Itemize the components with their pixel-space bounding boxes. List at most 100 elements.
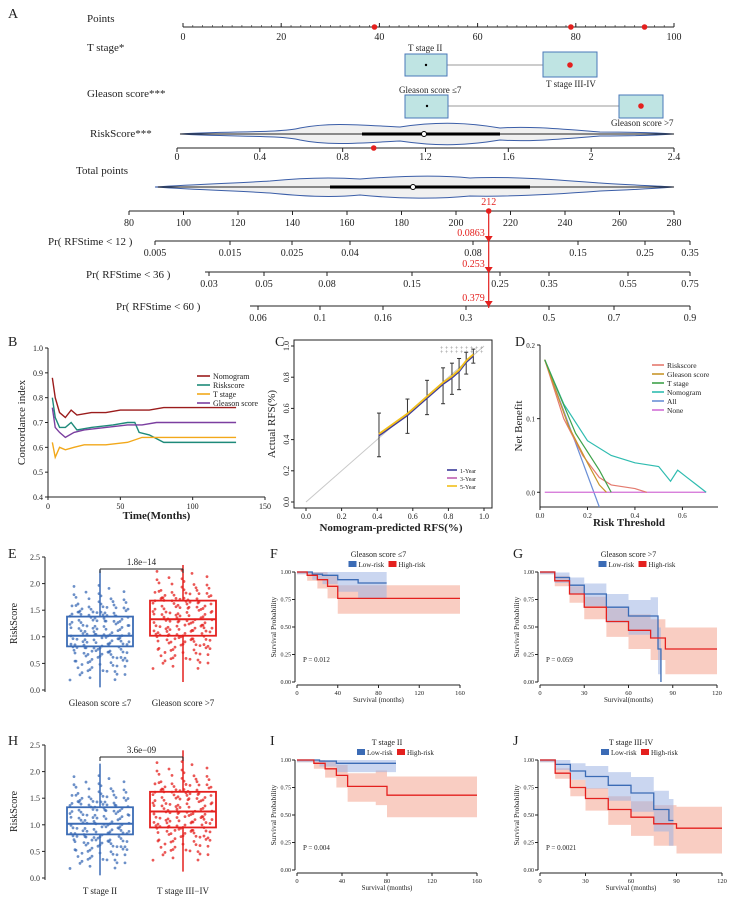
h-jitter-point (151, 858, 155, 862)
pr36-tick-label: 0.05 (255, 279, 273, 290)
h-jitter-point (126, 797, 130, 800)
pr12-arrow (484, 236, 493, 242)
pr60-tick-label: 0.7 (608, 313, 621, 324)
h-group-label: T stage II (83, 886, 117, 896)
h-jitter-point (155, 769, 159, 773)
e-jitter-point (119, 639, 123, 643)
h-jitter-point (102, 814, 106, 818)
f-y-tick-label: 1.00 (281, 570, 292, 576)
e-jitter-point (73, 651, 77, 655)
b-y-tick-label: 1.0 (33, 344, 43, 353)
h-jitter-point (208, 822, 212, 825)
d-series-nomogram (544, 359, 707, 493)
h-jitter-point (205, 774, 209, 778)
h-jitter-point (166, 817, 170, 821)
points-tick-label: 0 (181, 32, 186, 43)
e-jitter-point (177, 627, 181, 631)
g-x-tick-label: 30 (581, 690, 588, 697)
tstage-box-ii-label: T stage II (408, 43, 442, 53)
e-y-tick-label: 2.5 (30, 553, 40, 562)
e-jitter-point (113, 670, 117, 673)
h-jitter-point (124, 799, 128, 802)
h-jitter-point (204, 821, 208, 824)
h-jitter-point (157, 772, 161, 776)
e-jitter-point (187, 622, 191, 626)
c-rug-mark: + (450, 350, 454, 356)
e-jitter-point (175, 624, 179, 628)
h-jitter-point (121, 839, 125, 843)
e-jitter-point (196, 658, 200, 662)
e-jitter-point (94, 649, 98, 653)
pr36-tick-label: 0.75 (681, 279, 699, 290)
e-jitter-point (154, 624, 158, 628)
c-xlabel: Nomogram-predicted RFS(%) (319, 522, 462, 534)
h-jitter-point (185, 794, 189, 797)
e-jitter-point (77, 618, 81, 622)
h-jitter-point (185, 802, 189, 806)
h-jitter-point (91, 800, 95, 803)
h-y-tick-label: 1.0 (30, 821, 40, 830)
e-jitter-point (173, 637, 177, 641)
total-tick-label: 240 (558, 218, 573, 229)
b-y-tick-label: 0.9 (33, 369, 43, 378)
f-y-tick-label: 0.75 (281, 598, 292, 604)
e-jitter-point (72, 648, 76, 652)
e-jitter-point (114, 622, 118, 626)
h-jitter-point (89, 797, 93, 801)
i-x-tick-label: 40 (339, 878, 346, 885)
h-jitter-point (202, 817, 206, 821)
e-jitter-point (202, 626, 206, 630)
e-jitter-point (157, 581, 161, 585)
total-tick-label: 220 (503, 218, 518, 229)
e-jitter-point (90, 649, 94, 653)
h-jitter-point (194, 777, 198, 781)
h-jitter-point (100, 825, 104, 829)
e-jitter-point (194, 643, 198, 647)
e-jitter-point (126, 624, 130, 627)
b-y-tick-label: 0.6 (33, 443, 43, 452)
e-y-tick-label: 1.0 (30, 633, 40, 642)
e-jitter-point (120, 617, 124, 621)
h-jitter-point (206, 844, 210, 848)
d-x-tick-label: 0.6 (678, 512, 687, 520)
i-y-tick-label: 1.00 (281, 758, 292, 764)
e-jitter-point (91, 610, 95, 614)
e-jitter-point (116, 629, 120, 633)
e-jitter-point (165, 630, 169, 633)
c-rug-mark: + (480, 346, 484, 352)
h-jitter-point (68, 803, 72, 807)
i-xlabel: Survival (months) (362, 884, 413, 892)
e-jitter-point (194, 651, 198, 655)
h-jitter-point (111, 852, 115, 856)
e-jitter-point (188, 592, 192, 596)
e-jitter-point (161, 661, 165, 665)
e-jitter-point (172, 593, 176, 597)
panel-letter-D: D (515, 335, 525, 350)
e-jitter-point (194, 586, 198, 590)
e-jitter-point (125, 651, 129, 655)
e-jitter-point (124, 601, 128, 604)
e-jitter-point (81, 623, 85, 627)
e-jitter-point (189, 630, 193, 633)
c-frame (293, 339, 493, 509)
j-x-tick-label: 30 (582, 878, 589, 885)
h-jitter-point (197, 800, 201, 804)
pr60-tick-label: 0.3 (460, 313, 473, 324)
e-jitter-point (79, 629, 83, 633)
h-jitter-point (112, 793, 116, 797)
e-jitter-point (88, 676, 92, 680)
e-jitter-point (209, 602, 213, 606)
c-y-tick-label: 0.0 (282, 497, 291, 507)
g-ci-band-low (540, 572, 661, 682)
c-x-tick-label: 0.2 (337, 512, 347, 521)
h-jitter-point (105, 795, 109, 799)
h-jitter-point (87, 803, 91, 807)
h-jitter-point (125, 848, 129, 852)
c-x-tick-label: 0.4 (372, 512, 382, 521)
e-jitter-point (110, 631, 114, 635)
h-jitter-point (154, 815, 158, 819)
d-legend-label: None (667, 406, 684, 415)
h-jitter-point (77, 816, 81, 820)
e-jitter-point (193, 626, 197, 630)
e-jitter-point (169, 649, 173, 652)
